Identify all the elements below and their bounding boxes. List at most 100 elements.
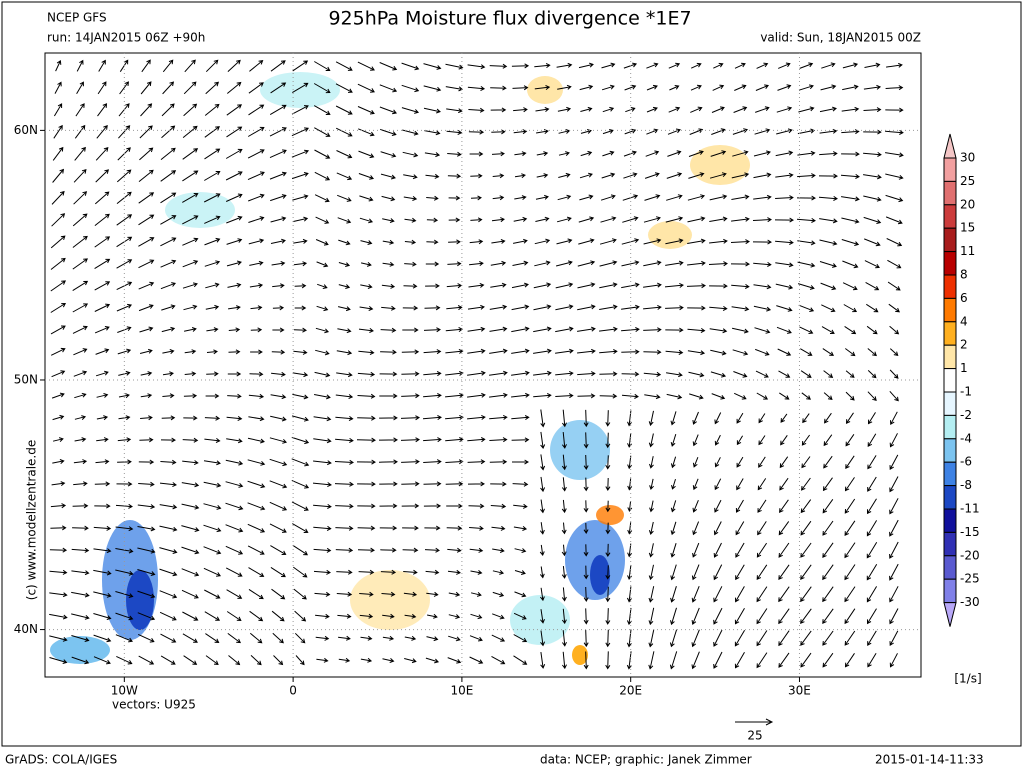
wind-vector: [447, 569, 461, 575]
wind-vector: [577, 393, 596, 399]
colorbar-label: -1: [960, 385, 972, 399]
wind-vector: [269, 127, 287, 137]
wind-vector: [359, 306, 374, 311]
wind-vector: [182, 193, 199, 203]
wind-vector: [691, 586, 700, 603]
wind-vector: [380, 569, 397, 575]
wind-vector: [579, 84, 594, 91]
wind-vector: [160, 170, 177, 182]
wind-vector: [844, 653, 855, 668]
wind-vector: [446, 503, 463, 509]
wind-vector: [687, 305, 706, 311]
wind-vector: [292, 194, 309, 201]
wind-vector: [889, 369, 899, 379]
run-label: run: 14JAN2015 06Z +90h: [47, 31, 205, 45]
wind-vector: [845, 412, 854, 425]
wind-vector: [313, 503, 332, 509]
wind-vector: [72, 325, 88, 334]
wind-vector: [489, 392, 508, 398]
wind-vector: [379, 503, 398, 509]
wind-vector: [337, 194, 352, 202]
wind-vector: [423, 63, 442, 70]
wind-vector: [753, 261, 772, 267]
wind-vector: [692, 434, 699, 447]
wind-vector: [514, 591, 527, 598]
wind-vector: [93, 525, 112, 531]
wind-vector: [555, 304, 574, 311]
wind-vector: [403, 196, 418, 201]
wind-vector: [709, 238, 728, 244]
wind-vector: [181, 482, 200, 488]
wind-vector: [599, 304, 618, 310]
wind-vector: [425, 283, 440, 289]
wind-vector: [514, 548, 527, 553]
wind-vector: [379, 393, 398, 399]
wind-vector: [691, 651, 700, 670]
wind-vector: [492, 195, 505, 201]
wind-vector: [580, 129, 592, 134]
wind-vector: [489, 437, 508, 443]
wind-vector: [583, 651, 589, 670]
wind-vector: [225, 545, 244, 555]
wind-vector: [249, 260, 264, 266]
wind-vector: [204, 415, 221, 421]
wind-vector: [713, 521, 722, 536]
wind-vector: [313, 438, 332, 444]
wind-vector: [621, 304, 640, 310]
wind-vector: [293, 349, 308, 355]
wind-vector: [226, 589, 243, 599]
wind-vector: [404, 635, 417, 641]
wind-vector: [160, 237, 177, 247]
wind-vector: [270, 566, 286, 578]
wind-vector: [247, 523, 266, 533]
wind-vector: [138, 237, 155, 247]
wind-vector: [182, 237, 199, 246]
colorbar-label: 15: [960, 221, 975, 235]
wind-vector: [159, 504, 178, 510]
wind-vector: [272, 283, 285, 289]
wind-vector: [692, 542, 700, 558]
wind-vector: [644, 172, 660, 179]
wind-vector: [886, 238, 903, 247]
wind-vector: [669, 629, 678, 648]
wind-vector: [467, 348, 486, 354]
wind-vector: [561, 630, 567, 647]
wind-vector: [556, 238, 573, 245]
wind-vector: [291, 105, 309, 115]
wind-vector: [540, 409, 546, 428]
wind-vector: [756, 630, 768, 647]
wind-vector: [731, 283, 750, 289]
wind-vector: [491, 655, 506, 665]
wind-vector: [887, 281, 901, 291]
wind-vector: [627, 433, 632, 448]
colorbar-label: -2: [960, 408, 972, 422]
wind-vector: [864, 260, 880, 269]
wind-vector: [536, 173, 549, 178]
shading-blob: [165, 192, 235, 228]
wind-vector: [73, 348, 88, 356]
wind-vector: [247, 459, 266, 466]
wind-vector: [889, 563, 899, 581]
wind-vector: [314, 591, 331, 597]
wind-vector: [94, 258, 111, 270]
wind-vector: [448, 591, 461, 597]
wind-vector: [138, 281, 155, 290]
wind-vector: [513, 526, 528, 531]
wind-vector: [864, 62, 881, 68]
wind-vector: [688, 150, 704, 157]
wind-vector: [865, 281, 880, 291]
wind-vector: [665, 260, 684, 266]
wind-vector: [534, 85, 551, 90]
wind-vector: [116, 169, 132, 183]
wind-vector: [271, 588, 286, 600]
wind-vector: [226, 238, 243, 245]
wind-vector: [845, 348, 856, 357]
wind-vector: [226, 81, 242, 94]
wind-vector: [648, 521, 654, 535]
wind-vector: [183, 415, 198, 421]
wind-vector: [756, 392, 769, 400]
wind-vector: [181, 546, 200, 555]
wind-vector: [665, 349, 684, 355]
wind-vector: [734, 652, 745, 669]
colorbar-box: [943, 485, 957, 510]
